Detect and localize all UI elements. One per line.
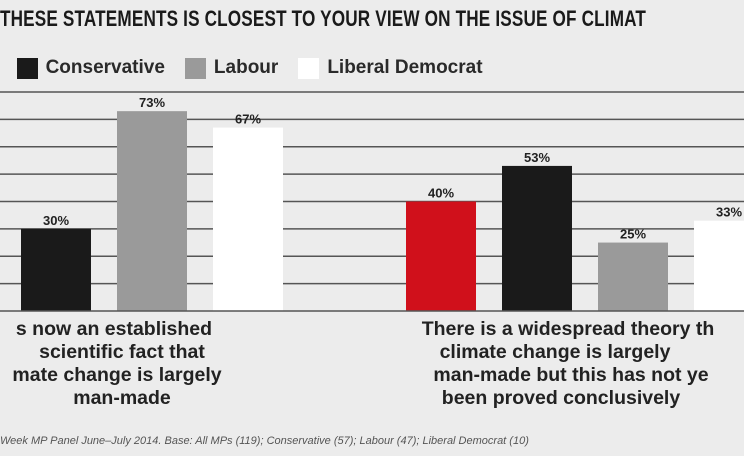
bar <box>598 242 668 311</box>
legend-item-liberal-democrat: Liberal Democrat <box>298 57 483 79</box>
legend-label: Labour <box>213 57 279 78</box>
category-line: man-made <box>73 387 171 409</box>
category-line: mate change is largely <box>12 364 222 386</box>
legend-label: Conservative <box>45 57 165 78</box>
legend-label: Liberal Democrat <box>327 57 483 78</box>
category-label-1: s now an established scientific fact tha… <box>12 318 221 410</box>
bar <box>21 228 91 311</box>
legend-swatch <box>16 57 38 79</box>
data-label: 33% <box>716 205 742 220</box>
legend-item-conservative: Conservative <box>16 57 165 79</box>
category-line: There is a widespread theory th <box>421 318 715 340</box>
bar <box>502 165 572 311</box>
data-label: 67% <box>235 112 261 127</box>
footnote: Week MP Panel June–July 2014. Base: All … <box>0 435 529 447</box>
bar <box>117 111 187 311</box>
chart-title: THESE STATEMENTS IS CLOSEST TO YOUR VIEW… <box>0 6 647 31</box>
legend-swatch <box>184 57 206 79</box>
category-line: climate change is largely <box>439 341 671 363</box>
data-label: 30% <box>43 213 69 228</box>
category-line: man-made but this has not ye <box>433 364 709 386</box>
data-label: 73% <box>139 95 165 110</box>
legend-swatch <box>298 57 320 79</box>
data-label: 40% <box>428 186 454 201</box>
legend: s Conservative Labour Liberal Democrat <box>0 54 503 82</box>
bar <box>213 127 283 312</box>
legend-item-labour: Labour <box>184 57 279 79</box>
bar <box>694 220 744 311</box>
category-label-2: There is a widespread theory th climate … <box>422 318 715 410</box>
category-line: s now an established <box>15 318 213 340</box>
category-line: scientific fact that <box>39 341 205 363</box>
data-label: 25% <box>620 227 646 242</box>
bar <box>406 201 476 311</box>
data-label: 53% <box>524 150 550 165</box>
category-line: been proved conclusively <box>441 387 681 409</box>
